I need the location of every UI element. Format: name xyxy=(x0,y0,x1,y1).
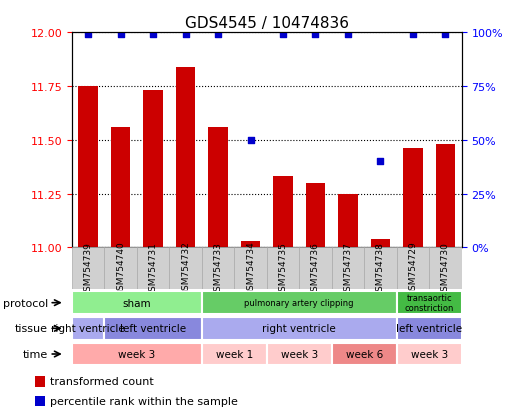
Point xyxy=(84,32,92,38)
Bar xyxy=(273,177,293,248)
Bar xyxy=(202,317,397,340)
Bar xyxy=(397,292,462,314)
Bar xyxy=(137,248,169,289)
Text: GSM754740: GSM754740 xyxy=(116,241,125,296)
Bar xyxy=(338,194,358,248)
Text: GSM754733: GSM754733 xyxy=(213,241,223,296)
Bar xyxy=(104,248,137,289)
Bar xyxy=(234,248,267,289)
Bar xyxy=(202,292,397,314)
Text: GSM754730: GSM754730 xyxy=(441,241,450,296)
Bar xyxy=(72,343,202,366)
Text: GSM754729: GSM754729 xyxy=(408,241,418,296)
Text: protocol: protocol xyxy=(3,298,48,308)
Point xyxy=(279,32,287,38)
Text: GSM754738: GSM754738 xyxy=(376,241,385,296)
Bar xyxy=(78,87,98,248)
Bar xyxy=(111,128,130,248)
Point xyxy=(344,32,352,38)
Text: right ventricle: right ventricle xyxy=(51,323,125,334)
Bar xyxy=(306,183,325,248)
Bar xyxy=(397,343,462,366)
Bar xyxy=(429,248,462,289)
Title: GDS4545 / 10474836: GDS4545 / 10474836 xyxy=(185,16,349,31)
Text: week 3: week 3 xyxy=(118,349,155,359)
Bar xyxy=(35,376,46,387)
Point xyxy=(182,32,190,38)
Text: week 3: week 3 xyxy=(281,349,318,359)
Bar xyxy=(332,343,397,366)
Bar xyxy=(397,317,462,340)
Text: right ventricle: right ventricle xyxy=(262,323,336,334)
Bar xyxy=(267,343,332,366)
Bar xyxy=(241,241,260,248)
Text: left ventricle: left ventricle xyxy=(396,323,462,334)
Text: week 6: week 6 xyxy=(346,349,383,359)
Bar xyxy=(176,67,195,248)
Text: pulmonary artery clipping: pulmonary artery clipping xyxy=(245,299,354,307)
Point xyxy=(116,32,125,38)
Text: GSM754731: GSM754731 xyxy=(149,241,157,296)
Bar xyxy=(143,91,163,248)
Text: week 1: week 1 xyxy=(215,349,253,359)
Text: GSM754734: GSM754734 xyxy=(246,241,255,296)
Bar xyxy=(364,248,397,289)
Bar xyxy=(35,396,46,406)
Bar xyxy=(332,248,364,289)
Point xyxy=(149,32,157,38)
Text: percentile rank within the sample: percentile rank within the sample xyxy=(50,396,238,406)
Text: GSM754732: GSM754732 xyxy=(181,241,190,296)
Point xyxy=(377,159,385,165)
Bar xyxy=(72,248,104,289)
Text: left ventricle: left ventricle xyxy=(120,323,186,334)
Bar xyxy=(202,248,234,289)
Text: transformed count: transformed count xyxy=(50,376,154,386)
Bar xyxy=(299,248,332,289)
Text: week 3: week 3 xyxy=(410,349,448,359)
Bar xyxy=(202,343,267,366)
Bar xyxy=(436,145,455,248)
Text: GSM754739: GSM754739 xyxy=(84,241,92,296)
Text: time: time xyxy=(23,349,48,359)
Bar xyxy=(371,239,390,248)
Text: sham: sham xyxy=(123,298,151,308)
Bar xyxy=(169,248,202,289)
Bar xyxy=(72,317,104,340)
Bar xyxy=(104,317,202,340)
Text: GSM754735: GSM754735 xyxy=(279,241,287,296)
Point xyxy=(441,32,449,38)
Bar xyxy=(397,248,429,289)
Point xyxy=(246,137,254,144)
Point xyxy=(214,32,222,38)
Point xyxy=(311,32,320,38)
Bar xyxy=(208,128,228,248)
Text: GSM754736: GSM754736 xyxy=(311,241,320,296)
Bar xyxy=(267,248,299,289)
Bar xyxy=(72,292,202,314)
Text: tissue: tissue xyxy=(15,323,48,334)
Bar xyxy=(403,149,423,248)
Text: transaortic
constriction: transaortic constriction xyxy=(405,293,454,313)
Point xyxy=(409,32,417,38)
Text: GSM754737: GSM754737 xyxy=(344,241,352,296)
